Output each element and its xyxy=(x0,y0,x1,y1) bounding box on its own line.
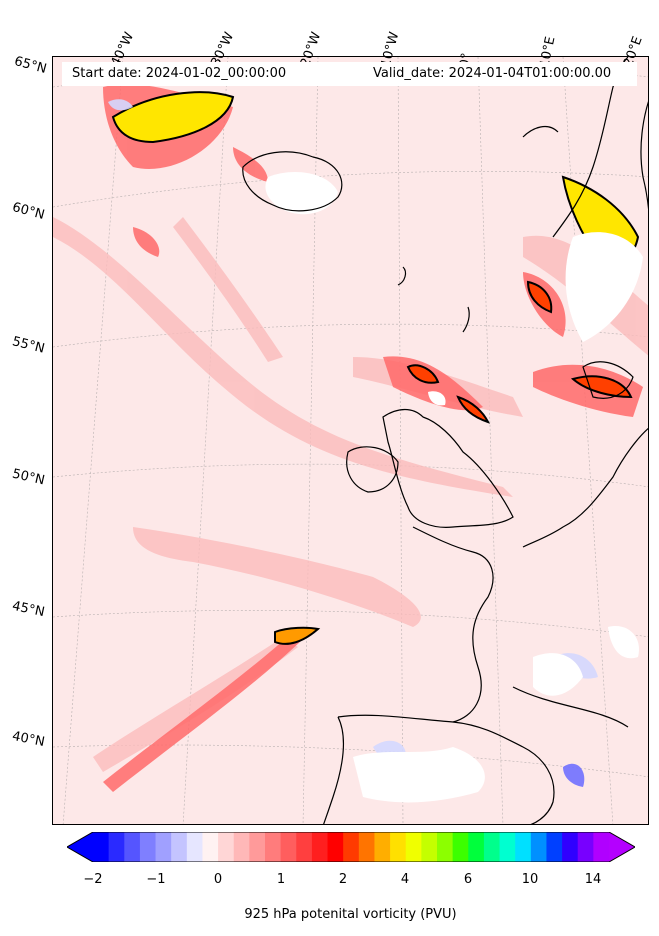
colorbar-extend-high xyxy=(609,832,635,862)
colorbar-tick-label: −2 xyxy=(83,872,103,887)
colorbar-segment xyxy=(155,832,172,862)
colorbar-segment xyxy=(374,832,391,862)
header-background xyxy=(62,62,637,86)
lat-label-60n: 60°N xyxy=(10,200,47,223)
colorbar-segment xyxy=(405,832,422,862)
colorbar-segment xyxy=(280,832,297,862)
map-panel xyxy=(52,56,649,825)
colorbar-segment xyxy=(499,832,516,862)
colorbar-tick-label: 2 xyxy=(338,872,348,887)
colorbar-tick-label: 0 xyxy=(213,872,223,887)
colorbar-segment xyxy=(171,832,188,862)
lat-label-45n: 45°N xyxy=(10,598,46,621)
pv-map xyxy=(53,57,648,824)
colorbar xyxy=(67,832,635,862)
lat-label-50n: 50°N xyxy=(10,466,47,489)
colorbar-segment xyxy=(233,832,250,862)
coastlines xyxy=(242,57,648,824)
colorbar-segment xyxy=(139,832,157,862)
colorbar-segment xyxy=(562,832,579,862)
colorbar-segment xyxy=(311,832,329,862)
colorbar-segment xyxy=(452,832,469,862)
colorbar-segment xyxy=(437,832,454,862)
graticule xyxy=(53,57,648,824)
colorbar-segment xyxy=(343,832,360,862)
lat-label-55n: 55°N xyxy=(10,334,47,357)
colorbar-segment xyxy=(296,832,313,862)
colorbar-segment xyxy=(249,832,266,862)
colorbar-tick-label: −1 xyxy=(146,872,166,887)
colorbar-segment xyxy=(186,832,203,862)
colorbar-segment xyxy=(390,832,407,862)
colorbar-segment xyxy=(358,832,375,862)
colorbar-extend-low xyxy=(67,832,93,862)
colorbar-segment xyxy=(265,832,282,862)
colorbar-segment xyxy=(327,832,344,862)
colorbar-tick-label: 6 xyxy=(463,872,473,887)
colorbar-tick-label: 4 xyxy=(400,872,410,887)
colorbar-segment xyxy=(546,832,563,862)
colorbar-segment xyxy=(202,832,219,862)
colorbar-tick-label: 1 xyxy=(276,872,286,887)
start-date-label: Start date: 2024-01-02_00:00:00 xyxy=(72,66,287,81)
lat-label-65n: 65°N xyxy=(12,54,49,77)
colorbar-segment xyxy=(530,832,547,862)
colorbar-segment xyxy=(483,832,501,862)
colorbar-segment xyxy=(124,832,141,862)
colorbar-segment xyxy=(593,832,610,862)
lat-label-40n: 40°N xyxy=(10,729,46,750)
colorbar-segment xyxy=(93,832,110,862)
colorbar-tick-label: 14 xyxy=(584,872,602,887)
colorbar-segment xyxy=(577,832,594,862)
colorbar-segment xyxy=(218,832,235,862)
colorbar-segment xyxy=(421,832,438,862)
missing-data-areas xyxy=(265,172,643,803)
colorbar-label: 925 hPa potenital vorticity (PVU) xyxy=(244,907,457,922)
valid-date-label: Valid_date: 2024-01-04T01:00:00.00 xyxy=(373,66,612,81)
colorbar-segment xyxy=(468,832,485,862)
colorbar-segment xyxy=(515,832,532,862)
colorbar-tick-label: 10 xyxy=(521,872,539,887)
colorbar-segment xyxy=(108,832,125,862)
